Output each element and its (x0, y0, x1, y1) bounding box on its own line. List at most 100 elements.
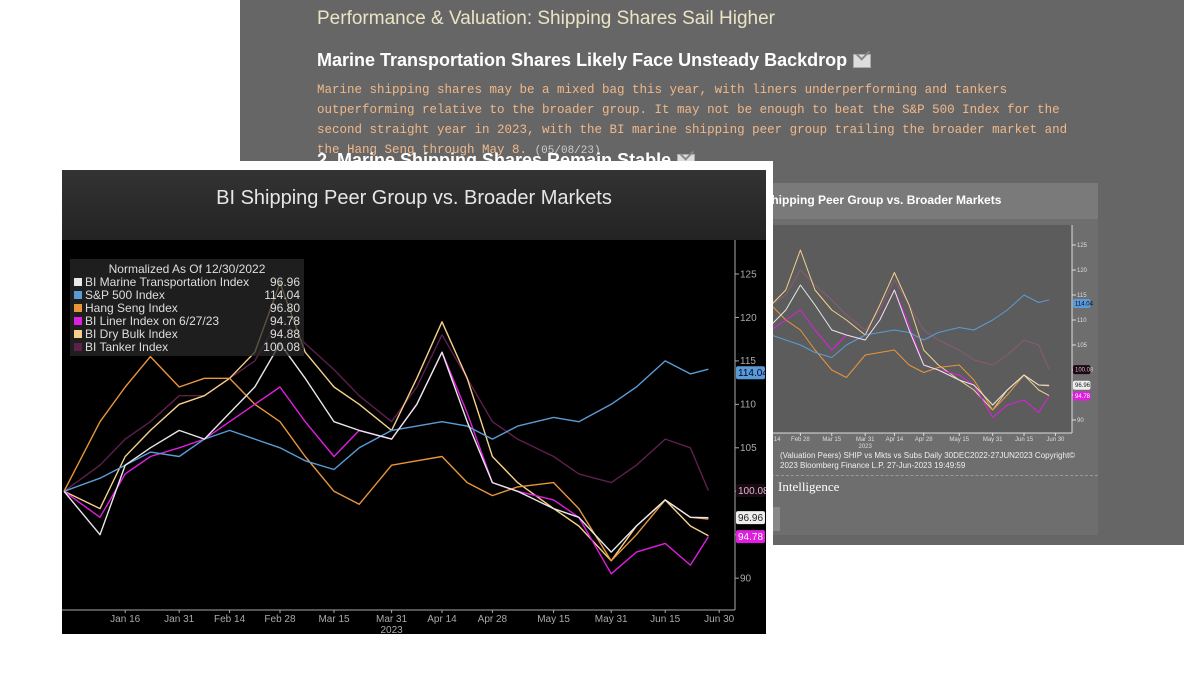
legend-swatch (74, 304, 82, 312)
y-tick-label: 125 (740, 269, 757, 280)
legend-swatch (74, 278, 82, 286)
legend-entry-name: Hang Seng Index (74, 302, 178, 315)
legend-entry-name: BI Liner Index on 6/27/23 (74, 315, 219, 328)
x-tick-label: May 31 (595, 614, 628, 625)
envelope-icon[interactable] (853, 54, 872, 69)
legend-entry: BI Liner Index on 6/27/23 94.78 (74, 315, 300, 328)
legend-entry: S&P 500 Index 114.04 (74, 289, 300, 302)
y-tick-label: 105 (1077, 343, 1088, 349)
x-tick-label: Jan 16 (110, 614, 140, 625)
legend-value: 96.80 (269, 301, 300, 315)
last-value-badge (736, 366, 765, 380)
chart-header: BI Shipping Peer Group vs. Broader Marke… (62, 170, 766, 240)
series-line-0 (63, 342, 709, 553)
background-chart-title: BI Shipping Peer Group vs. Broader Marke… (766, 193, 1002, 207)
x-tick-label: Mar 15 (822, 437, 841, 443)
last-value-label: 114.04 (738, 368, 766, 379)
x-tick-label: Apr 14 (886, 437, 904, 443)
legend-title: Normalized As Of 12/30/2022 (108, 262, 266, 276)
legend-entry-name: S&P 500 Index (74, 289, 165, 302)
x-tick-label: May 15 (537, 614, 570, 625)
last-value-badge (1073, 391, 1091, 401)
plot-background (766, 225, 1072, 433)
legend-label: BI Liner Index on 6/27/23 (85, 314, 220, 328)
legend-swatch (74, 291, 82, 299)
series-line-1 (766, 294, 1050, 358)
series-line-5 (766, 269, 1050, 370)
article-body: Marine shipping shares may be a mixed ba… (317, 80, 1097, 161)
y-tick-label: 120 (740, 313, 757, 324)
x-tick-label: Jun 15 (650, 614, 680, 625)
x-tick-label: Feb 14 (766, 437, 781, 443)
series-line-2 (63, 355, 709, 562)
x-tick-label: May 31 (983, 437, 1003, 443)
x-tick-label: Feb 28 (264, 614, 296, 625)
series-line-2 (766, 304, 1050, 411)
x-tick-label: Jan 31 (164, 614, 194, 625)
legend-label: BI Marine Transportation Index (85, 275, 250, 289)
x-axis-label: 2023 (859, 444, 873, 450)
legend-entry-name: BI Dry Bulk Index (74, 328, 178, 341)
last-value-badge (736, 484, 765, 498)
x-tick-label: Apr 14 (427, 614, 457, 625)
y-tick-label: 125 (1077, 243, 1088, 249)
article-date: (05/08/23) (534, 145, 601, 157)
legend-entry: BI Marine Transportation Index 96.96 (74, 276, 300, 289)
intelligence-label: Intelligence (778, 479, 840, 494)
background-chart-header (766, 183, 1098, 219)
x-tick-label: Mar 31 (856, 437, 875, 443)
divider (766, 475, 1098, 476)
legend-entry-name: BI Tanker Index (74, 341, 168, 354)
x-tick-label: Jun 30 (704, 614, 734, 625)
legend-value: 94.78 (269, 314, 300, 328)
legend-value: 96.96 (269, 275, 300, 289)
chart-legend: Normalized As Of 12/30/2022 BI Marine Tr… (70, 259, 304, 356)
legend-label: Hang Seng Index (85, 301, 178, 315)
legend-entry: BI Tanker Index 100.08 (74, 341, 300, 354)
x-tick-label: Jun 30 (1046, 437, 1065, 443)
x-tick-label: Jun 15 (1015, 437, 1034, 443)
series-line-5 (63, 316, 710, 492)
legend-label: S&P 500 Index (85, 288, 165, 302)
x-tick-label: May 15 (949, 437, 969, 443)
legend-swatch (74, 317, 82, 325)
legend-label: BI Tanker Index (85, 340, 169, 354)
legend-label: BI Dry Bulk Index (85, 327, 178, 341)
x-tick-label: Feb 28 (791, 437, 810, 443)
last-value-badge (736, 530, 765, 544)
x-tick-label: Mar 31 (376, 614, 408, 625)
legend-entry-name: BI Marine Transportation Index (74, 276, 249, 289)
article-heading-text: Marine Transportation Shares Likely Face… (317, 50, 848, 70)
chart-title: BI Shipping Peer Group vs. Broader Marke… (216, 187, 612, 209)
last-value-badge (1073, 299, 1091, 308)
last-value-label: 96.96 (1075, 383, 1091, 389)
legend-value: 94.88 (269, 327, 300, 341)
background-chart: BI Shipping Peer Group vs. Broader Marke… (766, 183, 1098, 535)
legend-entry: Hang Seng Index 96.80 (74, 302, 300, 315)
article-heading[interactable]: Marine Transportation Shares Likely Face… (317, 50, 872, 71)
series-line-1 (63, 360, 709, 492)
y-tick-label: 115 (1077, 293, 1087, 299)
last-value-badge (1073, 380, 1091, 390)
series-line-0 (766, 284, 1050, 406)
series-line-3 (63, 351, 709, 575)
y-tick-label: 110 (1077, 318, 1087, 324)
last-value-label: 96.96 (738, 513, 763, 524)
legend-value: 100.08 (263, 340, 300, 354)
y-tick-label: 110 (740, 400, 756, 411)
legend-value: 114.04 (264, 288, 300, 302)
x-tick-label: Mar 15 (318, 614, 350, 625)
legend-swatch (74, 330, 82, 338)
y-tick-label: 105 (740, 443, 757, 454)
last-value-label: 114.04 (1075, 302, 1094, 308)
background-chart-footer: (Valuation Peers) SHIP vs Mkts vs Subs D… (780, 451, 1076, 470)
y-tick-label: 120 (1077, 268, 1088, 274)
article-body-text: Marine shipping shares may be a mixed ba… (317, 83, 1068, 157)
last-value-label: 94.78 (1075, 394, 1091, 400)
y-tick-label: 90 (1077, 418, 1084, 424)
last-value-badge (1073, 365, 1091, 375)
chart-plot: 90 105 110 115 120 125 Jan 16 Jan 31 Feb 14 Feb 2… (62, 240, 766, 634)
section-title: Performance & Valuation: Shipping Shares… (317, 8, 776, 29)
x-tick-label: Apr 28 (915, 437, 933, 443)
